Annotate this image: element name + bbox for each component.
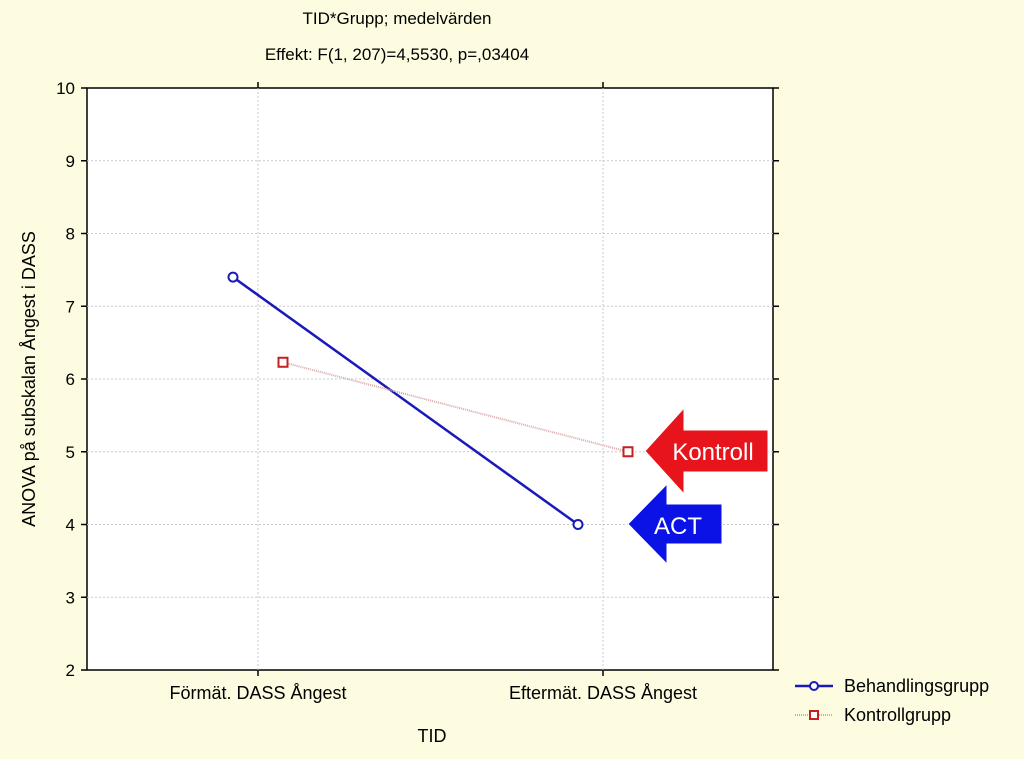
y-tick-label: 3 bbox=[66, 588, 75, 607]
series-layer bbox=[227, 271, 634, 530]
legend-label-0: Behandlingsgrupp bbox=[844, 676, 989, 696]
data-point-series-0 bbox=[227, 271, 239, 283]
kontroll-arrow-shape bbox=[644, 406, 769, 496]
grid-lines bbox=[87, 88, 773, 670]
series-line-0 bbox=[232, 276, 579, 526]
y-tick-label: 6 bbox=[66, 370, 75, 389]
chart-subtitle: Effekt: F(1, 207)=4,5530, p=,03404 bbox=[265, 45, 529, 64]
x-tick-label: Förmät. DASS Ångest bbox=[169, 683, 346, 703]
y-tick-label: 2 bbox=[66, 661, 75, 680]
legend-marker-1 bbox=[809, 710, 819, 720]
y-tick-label: 5 bbox=[66, 443, 75, 462]
y-axis: 2 3 4 5 6 7 8 9 10 bbox=[56, 79, 779, 680]
x-axis-label: TID bbox=[418, 726, 447, 746]
y-tick-label: 9 bbox=[66, 152, 75, 171]
y-tick-label: 7 bbox=[66, 297, 75, 316]
act-arrow-shape bbox=[627, 482, 723, 566]
chart-title: TID*Grupp; medelvärden bbox=[303, 9, 492, 28]
x-tick-label: Eftermät. DASS Ångest bbox=[509, 683, 697, 703]
x-axis: Förmät. DASS Ångest Eftermät. DASS Ångest bbox=[169, 82, 697, 703]
legend: Behandlingsgrupp Kontrollgrupp bbox=[795, 676, 989, 725]
legend-marker-0 bbox=[809, 681, 819, 691]
annotation-act: ACT bbox=[627, 482, 723, 566]
data-point-series-0 bbox=[572, 519, 584, 530]
data-point-series-1 bbox=[622, 446, 634, 458]
series-line-1 bbox=[282, 361, 629, 453]
plot-area bbox=[86, 87, 774, 671]
act-arrow-label: ACT bbox=[654, 513, 702, 540]
legend-label-1: Kontrollgrupp bbox=[844, 705, 951, 725]
y-tick-label: 8 bbox=[66, 225, 75, 244]
y-tick-label: 4 bbox=[66, 516, 75, 535]
kontroll-arrow-label: Kontroll bbox=[672, 439, 753, 466]
y-axis-label: ANOVA på subskalan Ångest i DASS bbox=[19, 231, 39, 527]
data-point-series-1 bbox=[277, 356, 289, 368]
y-tick-label: 10 bbox=[56, 79, 75, 98]
annotation-kontroll: Kontroll bbox=[644, 406, 769, 496]
